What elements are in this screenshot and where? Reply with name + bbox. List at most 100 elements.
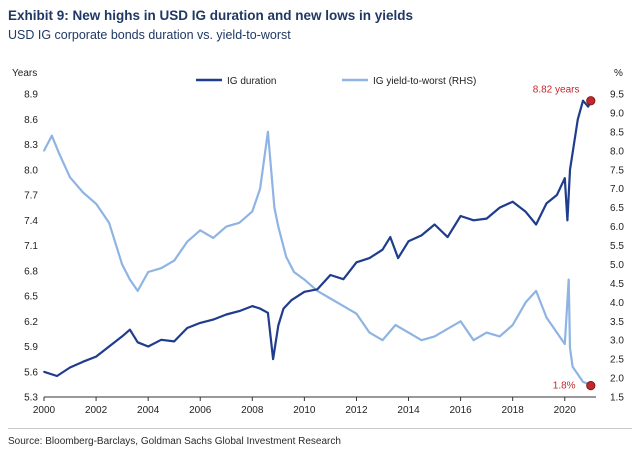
data-point-duration [566, 219, 569, 222]
data-point-duration [147, 345, 150, 348]
data-point-duration [381, 248, 384, 251]
data-point-duration [576, 118, 579, 121]
y-left-tick-label: 5.6 [24, 367, 38, 378]
y-right-tick-label: 3.5 [610, 317, 624, 328]
y-left-tick-label: 7.4 [24, 216, 38, 227]
data-point-duration [56, 375, 58, 377]
data-point-yield [43, 149, 45, 152]
data-point-yield [394, 324, 397, 326]
data-point-yield [571, 365, 574, 368]
x-tick-label: 2000 [33, 405, 56, 416]
data-point-yield [459, 320, 462, 323]
data-point-duration [173, 340, 176, 343]
y-right-tick-label: 7.5 [610, 165, 624, 176]
data-point-yield [147, 271, 150, 273]
y-left-tick-label: 6.5 [24, 292, 38, 303]
data-point-duration [329, 274, 332, 276]
data-point-yield [129, 278, 131, 281]
y-right-tick-label: 1.5 [610, 393, 624, 404]
data-point-yield [576, 373, 579, 376]
data-point-duration [511, 200, 514, 203]
data-point-yield [569, 346, 571, 349]
data-point-duration [69, 366, 71, 369]
x-tick-label: 2016 [449, 405, 472, 416]
data-point-yield [251, 210, 254, 213]
data-point-yield [50, 134, 53, 137]
y-right-tick-label: 8.5 [610, 127, 624, 138]
y-right-tick-label: 4.0 [610, 298, 624, 309]
data-point-yield [225, 225, 228, 228]
data-point-yield [212, 237, 215, 239]
data-point-yield [108, 221, 110, 224]
data-point-duration [582, 99, 584, 102]
y-right-tick-label: 8.0 [610, 146, 624, 157]
chart-annotations: 8.82 years 1.8% [533, 85, 596, 392]
data-point-duration [485, 217, 488, 220]
data-point-duration [368, 257, 371, 259]
data-point-duration [199, 322, 202, 324]
yield-annotation: 1.8% [553, 381, 576, 392]
data-point-yield [329, 297, 332, 300]
data-point-duration [95, 355, 97, 358]
data-point-duration [277, 324, 280, 327]
data-point-yield [567, 278, 570, 281]
data-point-yield [498, 335, 501, 338]
y-right-tick-label: 7.0 [610, 184, 624, 195]
legend-label-duration: IG duration [227, 76, 276, 87]
data-point-duration [186, 327, 189, 329]
data-point-yield [277, 225, 280, 228]
data-point-yield [563, 343, 566, 345]
data-point-duration [136, 341, 139, 344]
data-point-duration [225, 313, 228, 316]
data-point-duration [389, 236, 392, 239]
data-point-yield [173, 259, 176, 262]
x-tick-label: 2014 [397, 405, 420, 416]
data-point-yield [58, 153, 61, 156]
duration-endpoint-marker [586, 96, 596, 106]
data-point-yield [368, 331, 371, 334]
series-line-yield [43, 130, 592, 387]
y-left-tick-label: 8.9 [24, 90, 38, 101]
y-right-tick-label: 9.5 [610, 90, 624, 101]
data-point-yield [95, 202, 97, 205]
data-point-yield [259, 187, 261, 190]
y-right-tick-label: 4.5 [610, 279, 624, 290]
y-left-tick-label: 8.6 [24, 115, 38, 126]
data-point-duration [251, 305, 254, 307]
data-point-duration [407, 240, 410, 243]
data-point-yield [293, 271, 295, 273]
data-point-duration [459, 215, 462, 217]
legend-label-yield: IG yield-to-worst (RHS) [373, 76, 476, 87]
data-point-yield [556, 331, 558, 334]
y-right-tick-label: 2.5 [610, 355, 624, 366]
y-left-tick-label: 6.2 [24, 317, 38, 328]
data-point-yield [285, 256, 288, 258]
y-left-tick-label: 5.9 [24, 342, 38, 353]
data-point-duration [43, 370, 45, 373]
data-point-yield [199, 229, 202, 232]
data-point-yield [485, 331, 488, 334]
data-point-duration [303, 290, 306, 293]
data-point-yield [267, 131, 269, 133]
data-point-duration [290, 299, 293, 302]
data-point-duration [238, 310, 241, 312]
x-tick-label: 2006 [189, 405, 212, 416]
data-point-yield [342, 305, 345, 307]
y-left-axis-title: Years [12, 68, 37, 79]
x-tick-label: 2018 [502, 405, 525, 416]
data-point-duration [563, 177, 566, 180]
chart-legend: IG duration IG yield-to-worst (RHS) [196, 76, 476, 87]
x-tick-label: 2010 [293, 405, 316, 416]
data-point-duration [535, 223, 537, 226]
data-point-yield [535, 290, 537, 292]
data-point-duration [355, 261, 358, 264]
data-point-yield [420, 339, 423, 342]
data-point-duration [342, 278, 345, 281]
y-right-tick-label: 5.0 [610, 260, 624, 271]
yield-endpoint-marker [586, 381, 596, 391]
data-point-duration [272, 358, 274, 360]
y-left-tick-label: 8.0 [24, 165, 38, 176]
data-point-yield [160, 267, 163, 270]
data-point-duration [160, 338, 163, 341]
y-left-tick-label: 5.3 [24, 393, 38, 404]
